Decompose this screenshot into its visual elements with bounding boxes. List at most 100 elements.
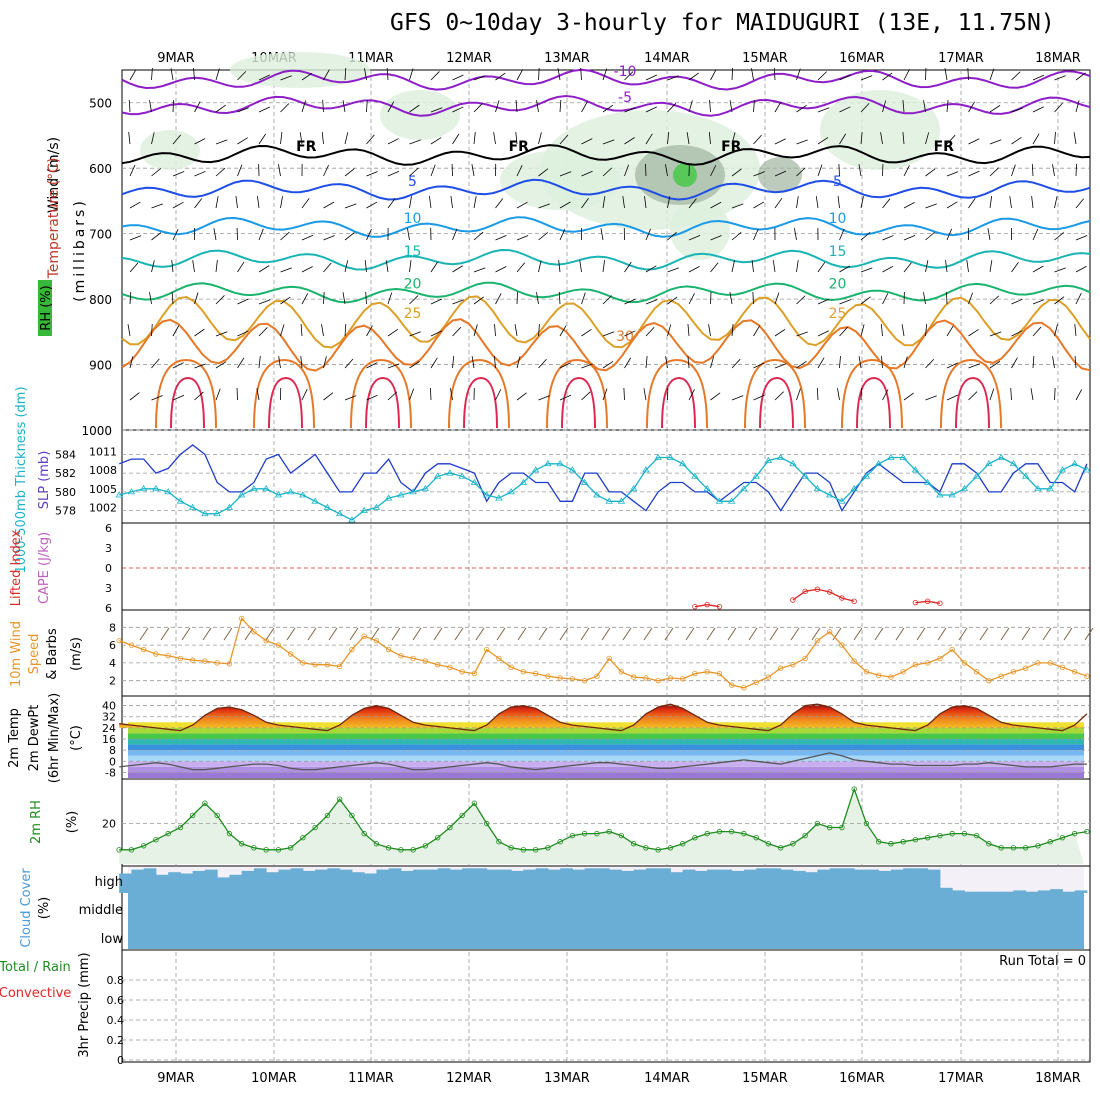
wind-barb xyxy=(858,356,862,369)
wind-barb xyxy=(194,101,201,113)
wind-barb xyxy=(968,391,978,401)
wind-barb xyxy=(129,235,142,241)
rh-2m-point xyxy=(802,832,808,839)
high-cloud-bar xyxy=(952,890,965,893)
high-cloud-bar xyxy=(805,872,818,893)
high-cloud-bar xyxy=(731,870,745,893)
rh-2m-point xyxy=(238,841,245,847)
slp-axis-label: SLP (mb) xyxy=(37,451,52,510)
surface-heat-contour xyxy=(646,358,708,429)
high-cloud-bar xyxy=(621,870,635,893)
warm-temperature-area xyxy=(119,704,1084,728)
wind-barb xyxy=(667,196,671,209)
wind-barb xyxy=(903,356,908,369)
surface-wind-barb xyxy=(1084,627,1094,641)
dewpoint-2m-line xyxy=(119,752,1087,771)
wind-barb xyxy=(753,134,762,145)
wind-barb xyxy=(215,295,225,305)
wind-barb xyxy=(1054,296,1065,305)
contour-label: 25 xyxy=(404,306,422,322)
lifted-index-line xyxy=(694,588,941,608)
slp-tick: 1002 xyxy=(89,502,117,515)
wind-barb xyxy=(667,231,677,241)
date-label-top: 16MAR xyxy=(839,51,885,66)
high-cloud-bar xyxy=(449,869,463,893)
wind-barb xyxy=(366,201,378,209)
pressure-tick: 500 xyxy=(89,97,112,111)
slp-point xyxy=(580,478,589,485)
wind-barb xyxy=(645,356,648,369)
wind-barb xyxy=(473,231,484,241)
wind-barb xyxy=(280,231,290,241)
wind-speed-point xyxy=(361,633,367,639)
wind-barb xyxy=(1031,196,1034,209)
temperature-tick: 16 xyxy=(102,733,116,746)
wind-barb xyxy=(366,171,378,177)
wind-barb xyxy=(645,163,647,177)
wind-barb xyxy=(751,260,754,273)
wind-barb xyxy=(968,363,980,369)
wind-speed-point xyxy=(949,646,955,653)
wind-barb xyxy=(645,74,658,81)
wind-barb xyxy=(450,196,453,209)
wind-barb xyxy=(323,201,335,209)
surface-wind-barb xyxy=(916,627,926,641)
wind-barb xyxy=(344,395,357,401)
wind-barb xyxy=(772,260,776,273)
rh-2m-point xyxy=(863,820,870,827)
cape-axis-label: CAPE (J/kg) xyxy=(37,532,52,604)
high-cloud-bar xyxy=(192,870,206,893)
lifted-index-tick: 6 xyxy=(105,602,112,615)
wind-barb xyxy=(366,394,378,401)
wind-barb xyxy=(817,107,830,113)
wind-barb xyxy=(602,295,612,305)
wind-barb xyxy=(215,167,226,177)
surface-wind-barb xyxy=(706,627,716,641)
wind-barb xyxy=(559,394,572,401)
wind-speed-point xyxy=(287,651,294,657)
cloud-cover-axis-label: Cloud Cover xyxy=(19,868,34,948)
wind-barb xyxy=(516,201,528,209)
wind-speed-point xyxy=(986,677,992,684)
precip-tick: 0.6 xyxy=(107,994,125,1007)
wind-barb xyxy=(968,138,980,145)
wind-barb xyxy=(323,392,334,401)
surface-wind-barb xyxy=(454,627,464,641)
wind-barb xyxy=(989,139,1002,145)
rh-shading-core xyxy=(673,163,697,187)
wind-barb xyxy=(387,170,400,177)
date-label-bottom: 16MAR xyxy=(839,1071,885,1086)
surface-wind-barb xyxy=(475,627,485,641)
wind-barb xyxy=(1074,324,1077,337)
wind-barb xyxy=(258,299,271,305)
wind-barb xyxy=(430,357,438,369)
wind-barb xyxy=(1075,198,1084,209)
minmax-axis-label: (6hr Min/Max) xyxy=(47,693,62,783)
wind-barb xyxy=(342,100,346,113)
wind-barb xyxy=(816,387,819,401)
high-cloud-bar xyxy=(817,869,831,893)
temperature-contour xyxy=(121,248,1091,271)
wind-barb xyxy=(300,356,303,369)
wind-barb xyxy=(387,391,398,401)
temperature-color-band xyxy=(128,750,1084,756)
temperature-color-band xyxy=(128,744,1084,751)
wind-barb xyxy=(1030,388,1034,401)
wind-barb xyxy=(151,395,163,401)
wind-barb xyxy=(946,201,958,209)
wind-barb xyxy=(773,67,776,81)
wind-barb xyxy=(237,357,245,369)
slp-point xyxy=(421,484,430,492)
thickness-tick: 584 xyxy=(55,448,76,461)
wind-barb xyxy=(409,167,419,177)
wind-barb xyxy=(708,132,711,145)
wind-barb xyxy=(323,69,330,81)
wind-speed-point xyxy=(275,642,282,648)
high-cloud-bar xyxy=(278,869,292,893)
wind-barb xyxy=(731,232,742,241)
rh-2m-point xyxy=(202,800,208,806)
wind-barb xyxy=(602,104,614,113)
slp-point xyxy=(593,491,601,498)
wind-barb xyxy=(172,134,182,145)
slp-point xyxy=(519,478,528,485)
